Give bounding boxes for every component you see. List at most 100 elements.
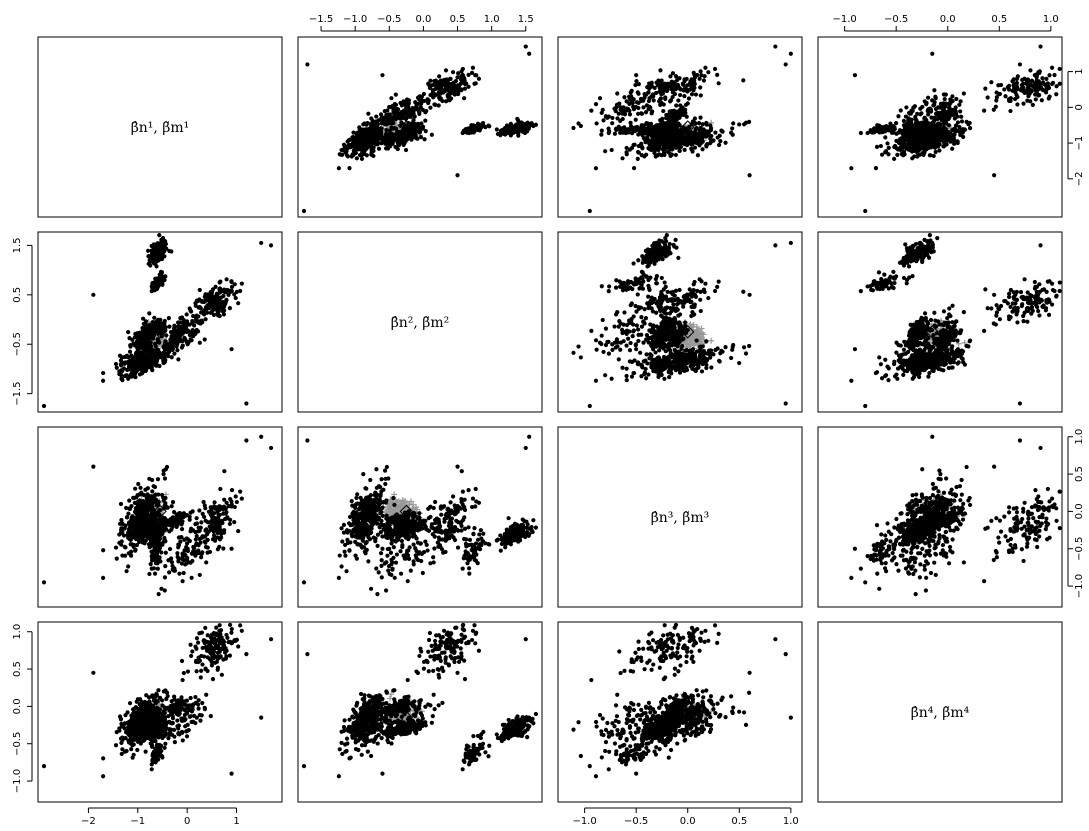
black-point <box>1026 83 1031 89</box>
black-point <box>883 150 888 155</box>
black-point <box>172 342 177 348</box>
black-point <box>959 114 964 119</box>
black-point <box>390 126 395 131</box>
black-point <box>192 323 197 328</box>
black-point <box>697 121 702 126</box>
black-point <box>852 73 858 78</box>
black-point <box>609 147 614 153</box>
black-point <box>942 96 947 102</box>
black-point <box>903 138 908 143</box>
black-point <box>156 283 161 288</box>
black-point <box>382 109 387 114</box>
black-point <box>383 121 389 126</box>
black-point <box>654 123 660 128</box>
black-point <box>411 118 416 123</box>
black-point <box>658 118 663 123</box>
black-point <box>650 109 655 114</box>
black-point <box>339 147 344 153</box>
black-point <box>126 354 131 360</box>
black-point <box>681 110 686 115</box>
black-point <box>1021 101 1026 106</box>
black-point <box>654 144 659 150</box>
black-point <box>176 320 181 325</box>
black-point <box>674 103 679 108</box>
black-point <box>898 108 903 113</box>
black-point <box>943 92 948 97</box>
black-point <box>176 357 181 362</box>
black-point <box>118 372 124 377</box>
black-point <box>375 125 380 131</box>
black-point <box>941 139 946 144</box>
black-point <box>1052 72 1057 78</box>
black-point <box>877 123 882 129</box>
black-point <box>989 80 994 85</box>
black-point <box>367 142 373 147</box>
black-point <box>268 243 274 248</box>
black-point <box>212 298 217 303</box>
black-point <box>958 99 963 104</box>
black-point <box>175 330 180 335</box>
black-point <box>194 327 199 333</box>
black-point <box>127 349 133 354</box>
black-point <box>950 133 955 139</box>
black-point <box>682 93 687 99</box>
black-point <box>713 130 718 135</box>
black-point <box>633 125 638 130</box>
black-point <box>627 112 633 117</box>
black-point <box>399 103 404 108</box>
black-point <box>1047 73 1052 78</box>
black-point <box>874 144 880 149</box>
black-point <box>1022 76 1027 81</box>
black-point <box>937 105 942 110</box>
black-point <box>454 84 459 89</box>
black-point <box>954 128 959 133</box>
black-point <box>155 339 160 344</box>
black-point <box>1046 96 1051 101</box>
black-point <box>196 314 201 319</box>
black-point <box>143 354 148 360</box>
black-point <box>918 112 923 117</box>
black-point <box>464 81 469 86</box>
black-point <box>912 104 918 109</box>
black-point <box>426 100 431 106</box>
black-point <box>901 118 907 123</box>
black-point <box>606 126 611 131</box>
black-point <box>175 348 180 353</box>
black-point <box>985 95 990 100</box>
black-point <box>622 112 628 117</box>
black-point <box>224 277 229 282</box>
black-point <box>723 140 728 145</box>
black-point <box>661 141 666 146</box>
black-point <box>432 92 437 97</box>
black-point <box>394 126 399 131</box>
black-point <box>633 104 639 110</box>
black-point <box>167 324 172 329</box>
black-point <box>351 130 356 135</box>
black-point <box>388 136 393 141</box>
black-point <box>925 95 931 100</box>
black-point <box>646 98 652 104</box>
black-point <box>233 295 238 301</box>
black-point <box>180 339 185 344</box>
black-point <box>190 327 195 333</box>
black-point <box>603 149 608 154</box>
black-point <box>355 139 360 144</box>
black-point <box>444 77 449 82</box>
black-point <box>622 95 627 100</box>
black-point <box>672 140 677 146</box>
black-point <box>156 258 161 263</box>
black-point <box>679 140 684 145</box>
black-point <box>185 342 190 347</box>
black-point <box>466 72 471 77</box>
black-point <box>684 114 689 119</box>
black-point <box>709 133 714 139</box>
black-point <box>704 144 709 149</box>
black-point <box>631 166 637 171</box>
black-point <box>428 78 433 83</box>
black-point <box>413 129 418 135</box>
black-point <box>950 98 955 104</box>
black-point <box>455 75 460 80</box>
black-point <box>961 91 966 96</box>
black-point <box>656 78 661 83</box>
black-point <box>633 117 638 122</box>
